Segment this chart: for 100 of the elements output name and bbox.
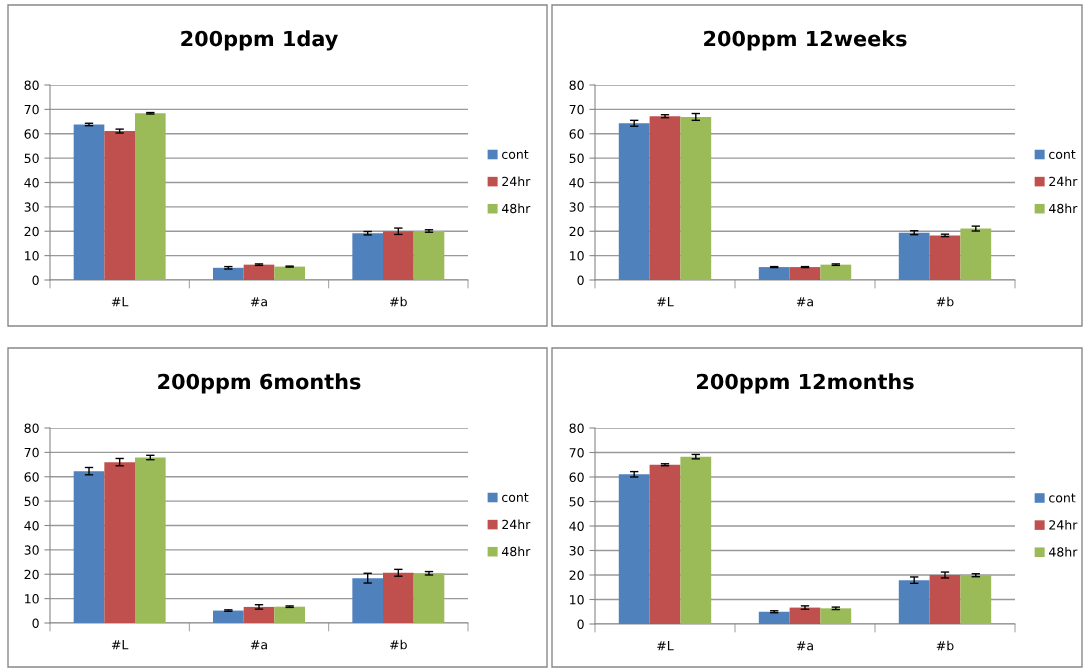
- y-tick-label: 60: [569, 129, 584, 139]
- y-tick-label: 80: [24, 423, 39, 433]
- bar: [413, 573, 445, 623]
- bar: [960, 228, 992, 280]
- bar: [213, 610, 244, 623]
- chart-title: 200ppm 12weeks: [704, 30, 907, 51]
- chart-title: 200ppm 1day: [181, 30, 338, 51]
- x-tick-label: #b: [936, 296, 954, 307]
- y-tick-label: 70: [24, 447, 39, 458]
- y-tick-label: 30: [24, 202, 39, 212]
- chart-title: 200ppm 6months: [158, 373, 361, 394]
- bar: [618, 474, 650, 624]
- legend-label: cont: [1049, 493, 1076, 503]
- bar: [274, 606, 305, 623]
- y-tick-label: 40: [569, 177, 584, 188]
- y-tick-label: 30: [569, 545, 584, 556]
- bar: [929, 235, 961, 280]
- y-tick-label: 10: [570, 594, 584, 605]
- y-tick-label: 20: [569, 570, 584, 580]
- bar: [898, 232, 930, 280]
- y-tick-label: 40: [569, 521, 584, 531]
- y-tick-label: 20: [24, 226, 39, 237]
- y-tick-label: 0: [32, 618, 39, 628]
- legend-label: 24hr: [1049, 519, 1078, 530]
- y-tick-label: 0: [577, 619, 584, 629]
- chart-title: 200ppm 12months: [697, 373, 914, 394]
- bar: [134, 457, 166, 623]
- bar: [104, 462, 135, 623]
- bar: [618, 123, 650, 280]
- y-tick-label: 50: [569, 153, 584, 164]
- bar: [649, 116, 681, 280]
- y-tick-label: 60: [24, 129, 39, 139]
- y-tick-label: 20: [569, 226, 584, 237]
- y-tick-label: 10: [25, 251, 39, 261]
- x-tick-label: #a: [250, 297, 267, 307]
- x-tick-label: #b: [390, 639, 407, 650]
- x-tick-label: #L: [657, 641, 674, 651]
- x-tick-label: #a: [796, 297, 813, 307]
- bar: [758, 267, 790, 280]
- bar: [134, 113, 166, 280]
- y-tick-label: 70: [569, 104, 584, 115]
- y-tick-label: 0: [32, 275, 39, 285]
- x-tick-label: #b: [390, 296, 407, 307]
- y-tick-label: 40: [24, 520, 39, 531]
- y-tick-label: 20: [24, 569, 39, 580]
- legend-label: 48hr: [1049, 203, 1078, 214]
- y-tick-label: 50: [569, 496, 584, 507]
- y-tick-label: 60: [24, 472, 39, 482]
- bar: [758, 611, 790, 624]
- y-tick-label: 30: [24, 545, 39, 555]
- bar: [789, 267, 821, 280]
- y-tick-label: 40: [24, 177, 39, 188]
- bar: [213, 267, 244, 280]
- legend-label: 24hr: [502, 176, 531, 186]
- y-tick-label: 10: [25, 594, 39, 604]
- legend-label: 48hr: [501, 203, 531, 214]
- bar: [383, 231, 414, 280]
- y-tick-label: 50: [24, 153, 39, 164]
- x-tick-label: #L: [111, 640, 129, 650]
- legend-label: 24hr: [502, 519, 531, 529]
- legend-label: 48hr: [1049, 547, 1078, 557]
- x-tick-label: #a: [250, 640, 267, 650]
- bar: [789, 607, 821, 624]
- y-tick-label: 10: [570, 251, 584, 261]
- bar: [73, 124, 105, 280]
- legend-label: 48hr: [501, 546, 531, 557]
- bar: [680, 116, 712, 280]
- y-tick-label: 80: [569, 80, 584, 90]
- x-tick-label: #L: [657, 297, 674, 307]
- y-tick-label: 60: [569, 472, 584, 482]
- legend-label: cont: [502, 150, 529, 160]
- y-tick-label: 50: [24, 496, 39, 507]
- bar: [680, 456, 712, 624]
- bar: [104, 131, 135, 280]
- bar: [820, 608, 852, 624]
- x-tick-label: #b: [936, 640, 954, 651]
- bar: [274, 266, 305, 280]
- bar: [413, 231, 445, 280]
- x-tick-label: #a: [796, 641, 813, 651]
- bar: [383, 572, 414, 623]
- bar: [352, 578, 384, 623]
- y-tick-label: 70: [24, 104, 39, 115]
- bar: [649, 464, 681, 624]
- bar: [352, 233, 384, 280]
- bar: [820, 264, 852, 280]
- y-tick-label: 30: [569, 202, 584, 212]
- bar: [898, 580, 930, 624]
- y-tick-label: 70: [569, 447, 584, 458]
- bar: [73, 471, 105, 623]
- bar: [243, 264, 275, 280]
- bar: [929, 575, 961, 624]
- bar: [960, 575, 992, 624]
- legend-label: 24hr: [1049, 176, 1078, 186]
- y-tick-label: 80: [24, 80, 39, 90]
- legend-label: cont: [502, 493, 529, 503]
- y-tick-label: 80: [569, 423, 584, 433]
- legend-label: cont: [1049, 150, 1076, 160]
- bar: [243, 606, 275, 623]
- y-tick-label: 0: [577, 275, 584, 285]
- x-tick-label: #L: [111, 297, 129, 307]
